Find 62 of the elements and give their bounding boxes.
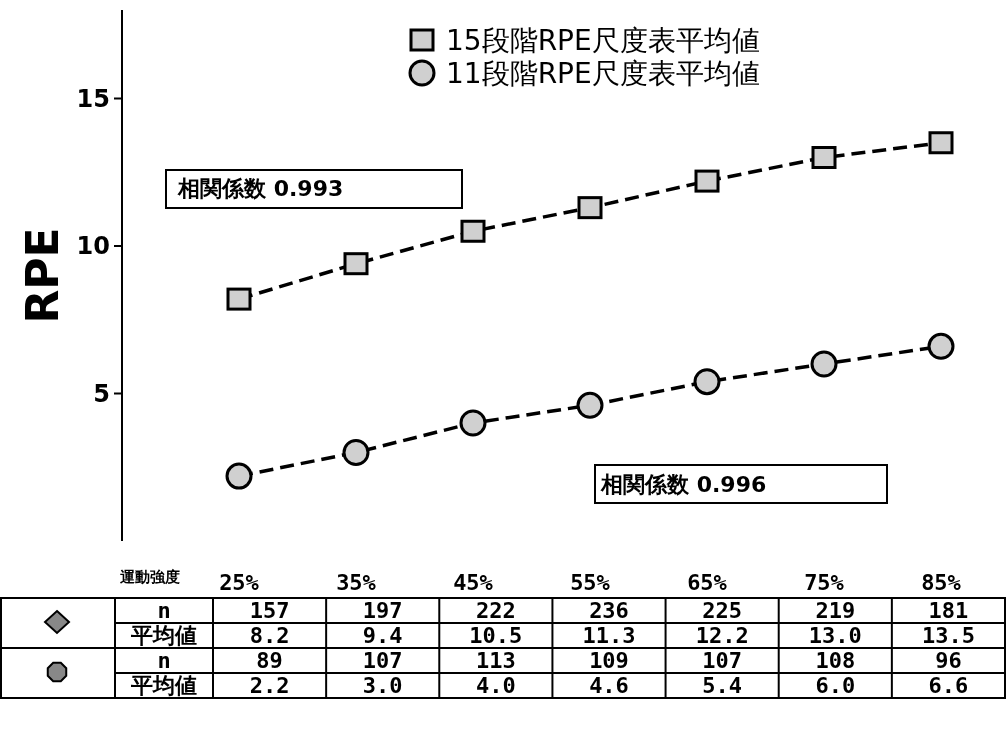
point (343, 252, 369, 276)
point (693, 368, 721, 396)
point (459, 409, 487, 437)
text: 236 (589, 597, 629, 623)
text: 222 (475, 597, 516, 623)
data-label: 13.0 (808, 622, 862, 648)
text: 108 (815, 647, 856, 673)
point (576, 391, 604, 419)
data-label: 4.6 (589, 672, 629, 698)
point (460, 219, 486, 243)
legend-label: 15段階RPE尺度表平均値 (446, 23, 760, 57)
text: 平均値 (130, 622, 197, 648)
legend-label: 11段階RPE尺度表平均値 (446, 56, 760, 90)
y-tick-label: 5 (93, 379, 110, 408)
y-axis-title: RPE (17, 227, 68, 324)
x-tick-label: 45% (453, 570, 494, 595)
point (577, 196, 603, 220)
data-label: 2.2 (249, 672, 290, 698)
text: n (157, 597, 171, 623)
text: 107 (702, 647, 743, 673)
x-tick-label: 25% (219, 570, 260, 595)
y-tick-label: 15 (76, 84, 110, 113)
data-label: 3.0 (362, 672, 403, 698)
text: 181 (928, 597, 969, 623)
text: 219 (815, 597, 856, 623)
point (342, 439, 370, 466)
data-label: 9.4 (362, 622, 403, 648)
point (226, 287, 252, 311)
x-tick-label: 65% (687, 570, 728, 595)
text: 96 (935, 647, 962, 673)
text: 197 (362, 597, 403, 623)
point (927, 332, 955, 360)
text: 運動強度 (119, 568, 180, 586)
x-tick-label: 55% (570, 570, 611, 595)
text: 89 (256, 647, 283, 673)
point (810, 350, 838, 378)
data-label: 11.3 (582, 622, 636, 648)
data-label: 6.0 (815, 672, 856, 698)
data-label: 4.0 (475, 672, 516, 698)
y-tick-label: 10 (76, 232, 110, 261)
text: 113 (475, 647, 516, 673)
data-label: 5.4 (702, 672, 743, 698)
x-tick-label: 85% (921, 570, 962, 595)
data-label: 8.2 (249, 622, 290, 648)
x-tick-label: 75% (804, 570, 845, 595)
point (694, 169, 720, 193)
text: 225 (702, 597, 743, 623)
text: 109 (589, 647, 629, 673)
text: 157 (249, 597, 290, 623)
data-label: 10.5 (469, 622, 523, 648)
point (811, 146, 837, 169)
data-label: 13.5 (921, 622, 975, 648)
text: 107 (362, 647, 403, 673)
data-label: 6.6 (928, 672, 969, 698)
annotation: 相関係数 0.993 (177, 176, 344, 201)
point (928, 131, 954, 155)
x-tick-label: 35% (336, 570, 377, 595)
text: n (157, 647, 171, 673)
text: 平均値 (131, 672, 197, 698)
annotation: 相関係数 0.996 (600, 472, 767, 497)
data-label: 12.2 (695, 622, 749, 648)
point (225, 462, 253, 490)
